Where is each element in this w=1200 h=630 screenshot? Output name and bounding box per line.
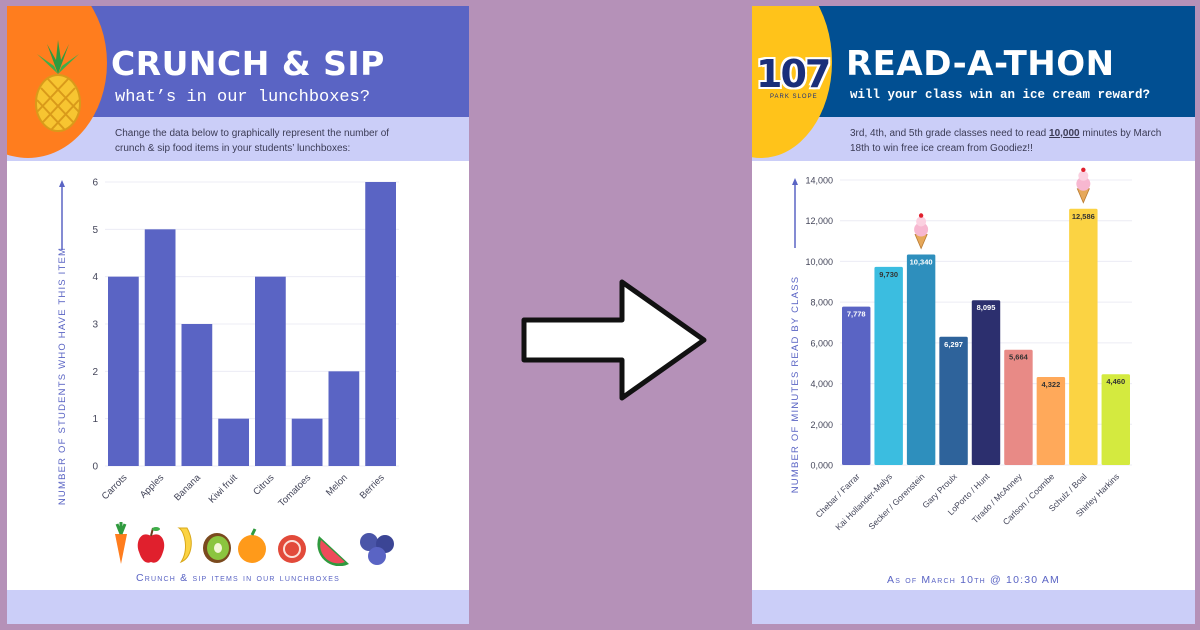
ice-cream-cone-icon xyxy=(1076,167,1091,204)
ice-cream-cherry xyxy=(1081,167,1086,172)
x-tick-label: Citrus xyxy=(251,472,276,497)
read-a-thon-bar-chart: 0,000 2,000 4,000 6,000 8,000 10,000 12,000 14,… xyxy=(790,167,1132,532)
chart-caption: Crunch & sip items in our lunchboxes xyxy=(135,572,341,584)
apple-icon xyxy=(137,527,165,563)
data-label: 8,095 xyxy=(977,303,996,312)
data-label: 4,322 xyxy=(1041,380,1060,389)
y-tick-label: 6,000 xyxy=(810,338,833,348)
x-tick-label: Berries xyxy=(358,472,387,501)
y-axis-arrowhead xyxy=(59,180,65,187)
school-logo: 107 PARK SLOPE xyxy=(756,52,831,106)
bar-carrots xyxy=(108,276,139,466)
goal-minutes: 10,000 xyxy=(1049,128,1080,139)
ice-cream-cone xyxy=(914,234,928,250)
blueberries-icon xyxy=(360,533,394,565)
y-tick-label: 0 xyxy=(92,462,98,473)
y-tick-label: 10,000 xyxy=(805,257,833,267)
bar-schulz-boal xyxy=(1069,208,1098,465)
ice-cream-scoop xyxy=(1076,176,1091,191)
pineapple-icon xyxy=(35,40,81,132)
ice-cream-scoop xyxy=(914,222,929,237)
description-band xyxy=(752,117,1195,161)
crunch-sip-poster: CRUNCH & SIP what’s in our lunchboxes? C… xyxy=(7,6,469,624)
banana-icon xyxy=(177,527,192,564)
data-label: 6,297 xyxy=(944,340,963,349)
bar-citrus xyxy=(255,276,286,466)
y-tick-label: 0,000 xyxy=(810,461,833,471)
poster-title: CRUNCH & SIP xyxy=(111,44,385,83)
y-axis-label: NUMBER OF MINUTES READ BY CLASS xyxy=(790,276,801,494)
poster-subtitle: will your class win an ice cream reward? xyxy=(850,88,1151,102)
bar-berries xyxy=(365,182,396,466)
chart-caption: As of March 10th @ 10:30 AM xyxy=(887,574,1060,586)
orange-icon xyxy=(238,528,266,563)
x-tick-label: Kai Hollander-Malys xyxy=(833,471,894,532)
data-label: 5,664 xyxy=(1009,353,1029,362)
poster-description: 3rd, 4th, and 5th grade classes need to … xyxy=(850,128,1162,154)
fruit-icons-row xyxy=(115,522,394,566)
bar-tomatoes xyxy=(291,418,323,466)
ice-cream-cherry xyxy=(918,213,924,218)
bar-tirado-mcanney xyxy=(1004,349,1033,465)
ice-cream-scoop xyxy=(916,216,927,227)
right-arrow-icon xyxy=(521,279,707,401)
bar-banana xyxy=(181,324,213,466)
y-tick-label: 6 xyxy=(92,178,98,189)
y-tick-label: 14,000 xyxy=(805,176,833,186)
data-label: 12,586 xyxy=(1072,212,1095,221)
bar-apples xyxy=(144,229,176,466)
ice-cream-cone xyxy=(1076,188,1090,204)
x-tick-label: Carrots xyxy=(100,472,130,502)
y-tick-label: 2,000 xyxy=(810,420,833,430)
watermelon-icon xyxy=(317,536,349,566)
x-tick-label: Melon xyxy=(324,472,350,498)
bar-loporto-hunt xyxy=(971,300,1001,465)
bar-shirley-harkins xyxy=(1101,374,1130,465)
y-tick-label: 1 xyxy=(92,414,98,425)
bar-chebar-farrar xyxy=(842,306,871,465)
lunchbox-bar-chart: 0 1 2 3 4 5 6 NUMBER OF STUDENTS WHO HAVE THIS … xyxy=(57,178,399,509)
bar-melon xyxy=(328,371,360,466)
ice-cream-cone-icon xyxy=(914,213,929,250)
data-label: 4,460 xyxy=(1106,377,1125,386)
read-a-thon-poster: 107 PARK SLOPE READ-A-THON will your cla… xyxy=(752,6,1195,624)
data-label: 9,730 xyxy=(879,270,898,279)
x-tick-label: Secker / Gorenstein xyxy=(866,471,926,531)
poster-subtitle: what’s in our lunchboxes? xyxy=(115,88,371,107)
y-tick-label: 2 xyxy=(92,367,98,378)
y-tick-label: 4 xyxy=(92,272,98,283)
y-tick-label: 4,000 xyxy=(810,379,833,389)
x-tick-label: Kiwi fruit xyxy=(207,472,240,505)
tomato-icon xyxy=(278,535,306,563)
logo-tagline: PARK SLOPE xyxy=(770,94,818,100)
kiwi-icon xyxy=(203,533,231,563)
bar-carlson-coombe xyxy=(1036,377,1066,465)
footer-band xyxy=(752,590,1195,624)
poster-description: Change the data below to graphically rep… xyxy=(115,128,390,154)
y-axis-arrowhead xyxy=(792,178,798,185)
poster-title: READ-A-THON xyxy=(846,44,1115,84)
y-tick-label: 5 xyxy=(92,225,98,236)
ice-cream-scoop xyxy=(1078,170,1089,181)
y-axis-label: NUMBER OF STUDENTS WHO HAVE THIS ITEM xyxy=(57,247,68,505)
data-label: 10,340 xyxy=(910,258,933,267)
carrot-icon xyxy=(115,522,127,564)
x-tick-label: Tomatoes xyxy=(276,472,313,509)
y-tick-label: 8,000 xyxy=(810,298,833,308)
data-label: 7,778 xyxy=(847,310,866,319)
bar-gary-proulx xyxy=(939,336,968,465)
bar-kai-hollander-malys xyxy=(874,266,903,465)
y-tick-label: 12,000 xyxy=(805,216,833,226)
x-tick-label: Apples xyxy=(138,472,166,500)
y-tick-label: 3 xyxy=(92,320,98,331)
footer-band xyxy=(7,590,469,624)
logo-number: 107 xyxy=(756,52,831,96)
bar-kiwi-fruit xyxy=(218,418,249,466)
bar-secker-gorenstein xyxy=(906,254,936,465)
x-tick-label: Banana xyxy=(172,472,203,503)
